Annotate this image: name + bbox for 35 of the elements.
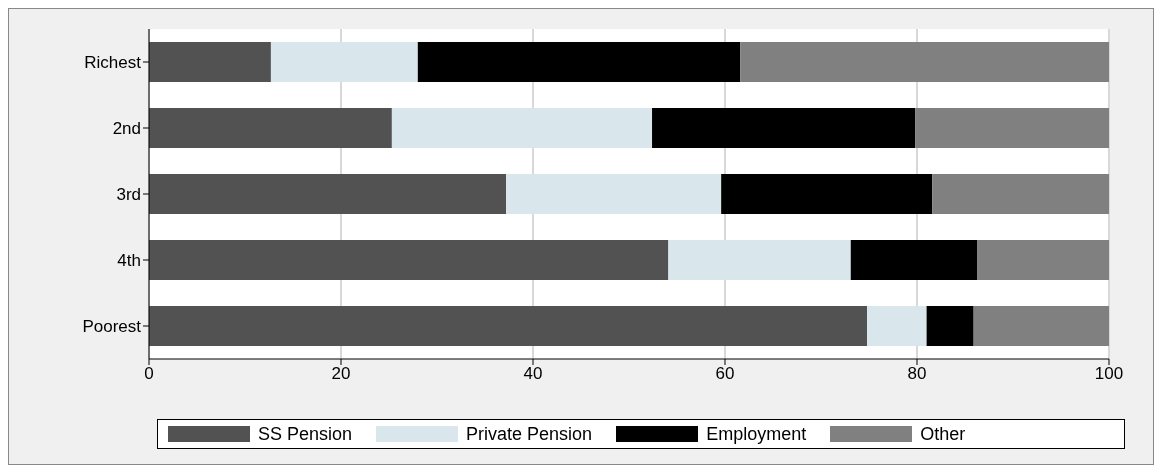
x-tick-label: 60: [715, 364, 735, 384]
bar: [149, 240, 669, 280]
bar: [149, 42, 271, 82]
bar: [850, 240, 978, 280]
bar: [149, 108, 392, 148]
x-tick-label: 0: [144, 364, 154, 384]
y-tick-label: 2nd: [112, 119, 141, 139]
bar: [867, 306, 927, 346]
legend-label: Other: [920, 423, 966, 445]
legend-label: SS Pension: [258, 423, 353, 445]
bar: [391, 108, 653, 148]
y-tick-label: Richest: [84, 53, 142, 73]
legend-label: Employment: [706, 423, 807, 445]
bar: [932, 174, 1109, 214]
bar: [740, 42, 1109, 82]
bar: [721, 174, 933, 214]
bar: [506, 174, 722, 214]
bar: [149, 306, 868, 346]
bar: [270, 42, 418, 82]
x-tick-label: 100: [1094, 364, 1124, 384]
bar: [149, 174, 507, 214]
legend-label: Private Pension: [466, 423, 593, 445]
y-tick-label: 4th: [117, 251, 141, 271]
bar: [977, 240, 1109, 280]
bar: [652, 108, 916, 148]
bar: [417, 42, 741, 82]
bar: [668, 240, 851, 280]
x-tick-label: 80: [907, 364, 927, 384]
x-tick-label: 20: [331, 364, 351, 384]
bar: [926, 306, 974, 346]
y-tick-label: 3rd: [116, 185, 141, 205]
bar: [973, 306, 1109, 346]
x-tick-label: 40: [523, 364, 543, 384]
y-tick-label: Poorest: [82, 317, 142, 337]
bar: [915, 108, 1109, 148]
